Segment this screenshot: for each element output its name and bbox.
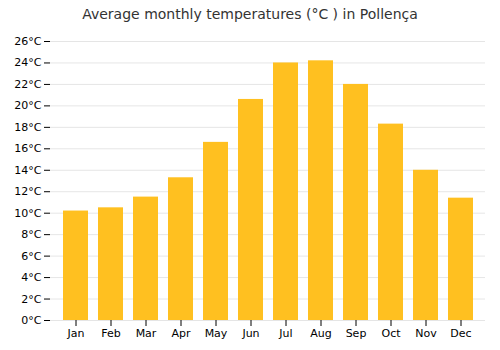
svg-text:10°C: 10°C: [14, 207, 41, 220]
svg-text:22°C: 22°C: [14, 78, 41, 91]
svg-text:Jun: Jun: [241, 327, 259, 340]
svg-text:Apr: Apr: [171, 327, 191, 340]
svg-text:6°C: 6°C: [21, 250, 41, 263]
html-text:Average monthly temperatures (: Average monthly temperatures (°C ) in Po…: [82, 6, 418, 22]
svg-text:26°C: 26°C: [14, 35, 41, 48]
svg-text:Aug: Aug: [310, 327, 331, 340]
svg-text:0°C: 0°C: [21, 314, 41, 327]
svg-text:18°C: 18°C: [14, 121, 41, 134]
svg-text:20°C: 20°C: [14, 99, 41, 112]
svg-text:24°C: 24°C: [14, 56, 41, 69]
svg-text:Nov: Nov: [415, 327, 437, 340]
svg-text:Dec: Dec: [450, 327, 471, 340]
svg-text:8°C: 8°C: [21, 228, 41, 241]
svg-text:Feb: Feb: [101, 327, 120, 340]
svg-text:Jul: Jul: [278, 327, 292, 340]
svg-text:Sep: Sep: [346, 327, 367, 340]
svg-text:Mar: Mar: [136, 327, 157, 340]
svg-text:Jan: Jan: [67, 327, 85, 340]
svg-text:14°C: 14°C: [14, 164, 41, 177]
svg-text:16°C: 16°C: [14, 142, 41, 155]
svg-text:4°C: 4°C: [21, 271, 41, 284]
svg-text:12°C: 12°C: [14, 185, 41, 198]
svg-text:2°C: 2°C: [21, 293, 41, 306]
svg-text:Oct: Oct: [381, 327, 401, 340]
svg-text:May: May: [205, 327, 228, 340]
